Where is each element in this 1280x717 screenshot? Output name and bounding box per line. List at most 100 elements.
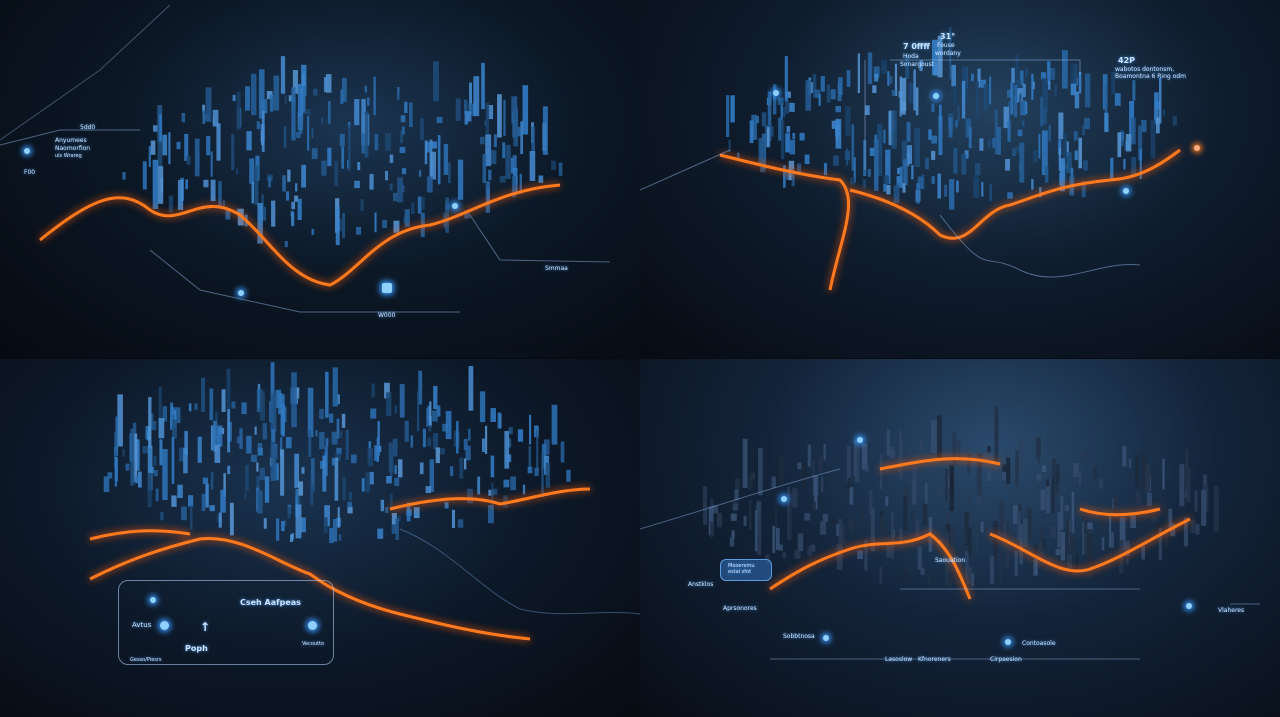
building <box>431 141 437 149</box>
card-item[interactable]: Vecoutto <box>302 641 325 647</box>
building <box>319 408 324 419</box>
building <box>1003 522 1007 533</box>
building <box>416 391 420 432</box>
building <box>449 466 454 477</box>
building <box>874 73 879 82</box>
building <box>147 473 152 508</box>
building <box>291 87 296 141</box>
card-item[interactable]: Avtus <box>132 621 152 629</box>
building <box>153 455 157 466</box>
building <box>782 165 786 188</box>
building <box>710 498 714 508</box>
building <box>382 219 387 229</box>
building <box>150 140 156 155</box>
building <box>481 438 485 453</box>
building <box>231 134 235 171</box>
map-marker[interactable] <box>1194 145 1200 151</box>
building <box>919 60 923 72</box>
building <box>898 440 904 480</box>
card-item[interactable]: Poph <box>185 644 208 653</box>
building <box>480 136 485 145</box>
building <box>236 436 241 444</box>
building <box>389 183 393 191</box>
building <box>818 457 822 472</box>
building <box>142 446 148 454</box>
building <box>220 489 226 513</box>
building <box>1033 150 1038 163</box>
map-marker[interactable] <box>1123 188 1129 194</box>
building <box>708 506 714 536</box>
building <box>1078 137 1082 169</box>
building <box>936 489 943 497</box>
building <box>846 445 851 483</box>
building <box>948 179 955 210</box>
map-marker[interactable] <box>452 203 458 209</box>
building <box>857 550 864 560</box>
card-item[interactable]: Gesso/Piesrs <box>130 657 162 663</box>
building <box>1010 82 1014 115</box>
building <box>902 183 906 193</box>
building <box>730 95 735 123</box>
building <box>903 570 907 580</box>
building <box>186 155 191 165</box>
building <box>393 192 398 202</box>
building <box>1073 463 1079 477</box>
building <box>410 202 415 214</box>
building <box>271 429 276 443</box>
building <box>295 488 299 518</box>
map-marker[interactable] <box>781 496 787 502</box>
building <box>1006 457 1011 485</box>
building <box>332 518 338 542</box>
building <box>900 77 907 112</box>
building <box>463 458 467 470</box>
building <box>160 511 164 521</box>
building <box>385 133 392 152</box>
building <box>1031 73 1034 100</box>
building <box>820 75 825 92</box>
building <box>342 212 346 239</box>
building <box>463 438 468 450</box>
building <box>771 476 776 488</box>
building <box>729 537 735 547</box>
building <box>162 134 168 156</box>
building <box>911 165 914 180</box>
building <box>784 56 788 102</box>
building <box>979 138 984 151</box>
building <box>1015 146 1020 154</box>
building <box>949 27 952 80</box>
building <box>1041 539 1046 549</box>
map-marker[interactable] <box>1005 639 1011 645</box>
map-marker[interactable] <box>1186 603 1192 609</box>
building <box>426 176 433 193</box>
map-marker[interactable] <box>238 290 244 296</box>
building <box>435 447 440 464</box>
map-marker[interactable] <box>933 93 939 99</box>
building <box>227 465 231 475</box>
building <box>1042 109 1047 125</box>
info-pill[interactable] <box>720 559 772 581</box>
building <box>749 120 754 144</box>
building <box>245 464 249 492</box>
building <box>529 414 532 445</box>
building <box>971 573 975 587</box>
building <box>427 405 431 421</box>
building <box>202 477 208 485</box>
building <box>1061 50 1068 89</box>
building <box>777 117 782 141</box>
building <box>789 102 795 112</box>
building <box>254 426 257 435</box>
building <box>847 477 851 496</box>
building <box>497 94 502 138</box>
building <box>886 429 890 457</box>
map-marker[interactable] <box>773 90 779 96</box>
building <box>232 94 236 102</box>
map-marker[interactable] <box>823 635 829 641</box>
building <box>135 439 140 471</box>
building <box>522 85 529 135</box>
building <box>812 74 817 98</box>
building <box>869 490 873 514</box>
map-marker[interactable] <box>857 437 863 443</box>
building <box>444 502 449 509</box>
callout-value: 7 0ffff <box>903 42 930 51</box>
building <box>400 130 403 143</box>
